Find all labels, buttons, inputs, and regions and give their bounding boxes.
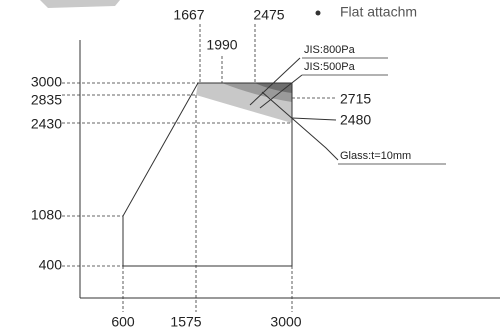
callout: Glass:t=10mm	[340, 150, 411, 162]
top-label: 1667	[173, 7, 204, 23]
y-label: 2430	[31, 116, 62, 132]
bullet-text: Flat attachm	[340, 4, 417, 20]
bullet	[315, 10, 321, 16]
y-label: 400	[39, 257, 63, 273]
leaders	[249, 57, 339, 161]
y-label: 3000	[31, 74, 62, 90]
x-label: 600	[111, 314, 135, 330]
y-label: 2835	[31, 92, 62, 108]
callout: JIS:800Pa	[304, 44, 356, 56]
top-label: 2475	[253, 7, 284, 23]
x-label: 3000	[270, 314, 301, 330]
guides	[62, 24, 336, 312]
top-label: 1990	[206, 37, 237, 53]
y-label: 1080	[31, 207, 62, 223]
callout: 2715	[340, 91, 371, 107]
image-fragment	[40, 0, 120, 8]
callout: 2480	[340, 112, 371, 128]
x-label: 1575	[170, 314, 201, 330]
callout: JIS:500Pa	[304, 61, 356, 73]
outline	[122, 82, 293, 267]
